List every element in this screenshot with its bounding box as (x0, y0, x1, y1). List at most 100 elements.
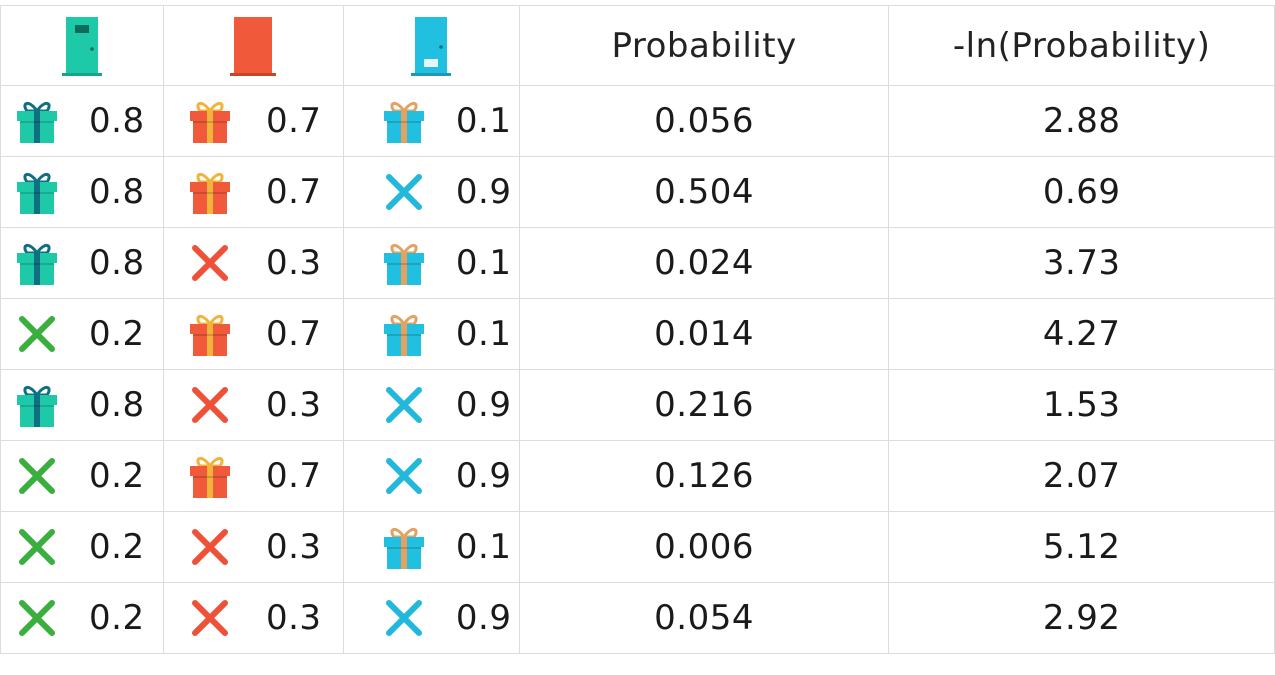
probability-cell: 0.056 (518, 85, 890, 157)
gift-icon (382, 522, 426, 572)
door-a-value: 0.2 (89, 314, 145, 354)
neg-ln-cell: 5.12 (888, 511, 1275, 583)
door-a-cell: 0.2 (0, 298, 164, 370)
neg-ln-cell: 2.07 (888, 440, 1275, 512)
door-b-cell: 0.3 (162, 369, 344, 441)
door-b-cell: 0.7 (162, 85, 344, 157)
probability-cell: 0.504 (518, 156, 890, 228)
door-b-value: 0.3 (265, 598, 322, 638)
door-b-value: 0.7 (265, 172, 322, 212)
probability-cell: 0.014 (518, 298, 890, 370)
x-icon (382, 593, 426, 643)
door-c-cell: 0.1 (342, 511, 520, 583)
gift-icon (188, 96, 232, 146)
door-c-value: 0.1 (455, 314, 512, 354)
x-icon (188, 593, 232, 643)
x-icon (15, 593, 59, 643)
header-door-red (162, 5, 344, 86)
x-icon (15, 309, 59, 359)
door-b-value: 0.3 (265, 527, 322, 567)
gift-icon (15, 167, 59, 217)
door-c-cell: 0.9 (342, 369, 520, 441)
door-c-value: 0.9 (455, 172, 512, 212)
probability-table: Probability -ln(Probability) 0.8 0.7 0.1… (0, 5, 1275, 654)
door-b-cell: 0.7 (162, 440, 344, 512)
probability-cell: 0.126 (518, 440, 890, 512)
door-b-cell: 0.3 (162, 582, 344, 654)
neg-ln-header: -ln(Probability) (888, 5, 1275, 86)
door-a-value: 0.2 (89, 456, 145, 496)
x-icon (15, 522, 59, 572)
door-a-cell: 0.8 (0, 85, 164, 157)
door-b-cell: 0.3 (162, 227, 344, 299)
x-icon (382, 167, 426, 217)
door-a-value: 0.8 (89, 101, 145, 141)
door-a-value: 0.8 (89, 385, 145, 425)
x-icon (15, 451, 59, 501)
door-a-cell: 0.2 (0, 440, 164, 512)
door-b-cell: 0.3 (162, 511, 344, 583)
door-b-value: 0.7 (265, 314, 322, 354)
table-row: 0.2 0.7 0.9 0.126 2.07 (0, 440, 1275, 512)
neg-ln-cell: 4.27 (888, 298, 1275, 370)
probability-header: Probability (518, 5, 890, 86)
table-row: 0.2 0.3 0.9 0.054 2.92 (0, 582, 1275, 654)
gift-icon (15, 380, 59, 430)
door-c-value: 0.1 (455, 243, 512, 283)
door-c-cell: 0.1 (342, 298, 520, 370)
gift-icon (188, 167, 232, 217)
header-door-blue (342, 5, 520, 86)
gift-icon (382, 96, 426, 146)
x-icon (188, 238, 232, 288)
door-c-value: 0.9 (455, 385, 512, 425)
door-c-cell: 0.9 (342, 156, 520, 228)
door-c-cell: 0.1 (342, 227, 520, 299)
door-a-cell: 0.2 (0, 582, 164, 654)
table-row: 0.8 0.3 0.9 0.216 1.53 (0, 369, 1275, 441)
x-icon (188, 380, 232, 430)
door-c-value: 0.1 (455, 527, 512, 567)
probability-cell: 0.216 (518, 369, 890, 441)
gift-icon (188, 451, 232, 501)
door-b-cell: 0.7 (162, 156, 344, 228)
door-a-cell: 0.8 (0, 156, 164, 228)
door-a-value: 0.2 (89, 598, 145, 638)
door-a-cell: 0.8 (0, 369, 164, 441)
gift-icon (382, 309, 426, 359)
neg-ln-cell: 2.92 (888, 582, 1275, 654)
door-b-cell: 0.7 (162, 298, 344, 370)
neg-ln-cell: 2.88 (888, 85, 1275, 157)
x-icon (188, 522, 232, 572)
door-c-value: 0.9 (455, 598, 512, 638)
door-blue-icon (411, 16, 452, 76)
door-c-cell: 0.9 (342, 582, 520, 654)
door-b-value: 0.7 (265, 456, 322, 496)
header-door-green (0, 5, 164, 86)
door-c-value: 0.9 (455, 456, 512, 496)
neg-ln-cell: 1.53 (888, 369, 1275, 441)
table-row: 0.2 0.3 0.1 0.006 5.12 (0, 511, 1275, 583)
door-a-cell: 0.8 (0, 227, 164, 299)
probability-cell: 0.024 (518, 227, 890, 299)
neg-ln-cell: 0.69 (888, 156, 1275, 228)
door-b-value: 0.3 (265, 385, 322, 425)
gift-icon (382, 238, 426, 288)
door-a-value: 0.8 (89, 172, 145, 212)
door-b-value: 0.3 (265, 243, 322, 283)
table-row: 0.2 0.7 0.1 0.014 4.27 (0, 298, 1275, 370)
gift-icon (15, 238, 59, 288)
neg-ln-cell: 3.73 (888, 227, 1275, 299)
probability-cell: 0.054 (518, 582, 890, 654)
header-row: Probability -ln(Probability) (0, 5, 1275, 86)
door-red-icon (230, 16, 277, 76)
door-c-value: 0.1 (455, 101, 512, 141)
door-b-value: 0.7 (265, 101, 322, 141)
door-green-icon (61, 16, 102, 76)
x-icon (382, 380, 426, 430)
table-row: 0.8 0.7 0.1 0.056 2.88 (0, 85, 1275, 157)
gift-icon (15, 96, 59, 146)
door-c-cell: 0.1 (342, 85, 520, 157)
door-a-cell: 0.2 (0, 511, 164, 583)
door-a-value: 0.8 (89, 243, 145, 283)
table-row: 0.8 0.7 0.9 0.504 0.69 (0, 156, 1275, 228)
